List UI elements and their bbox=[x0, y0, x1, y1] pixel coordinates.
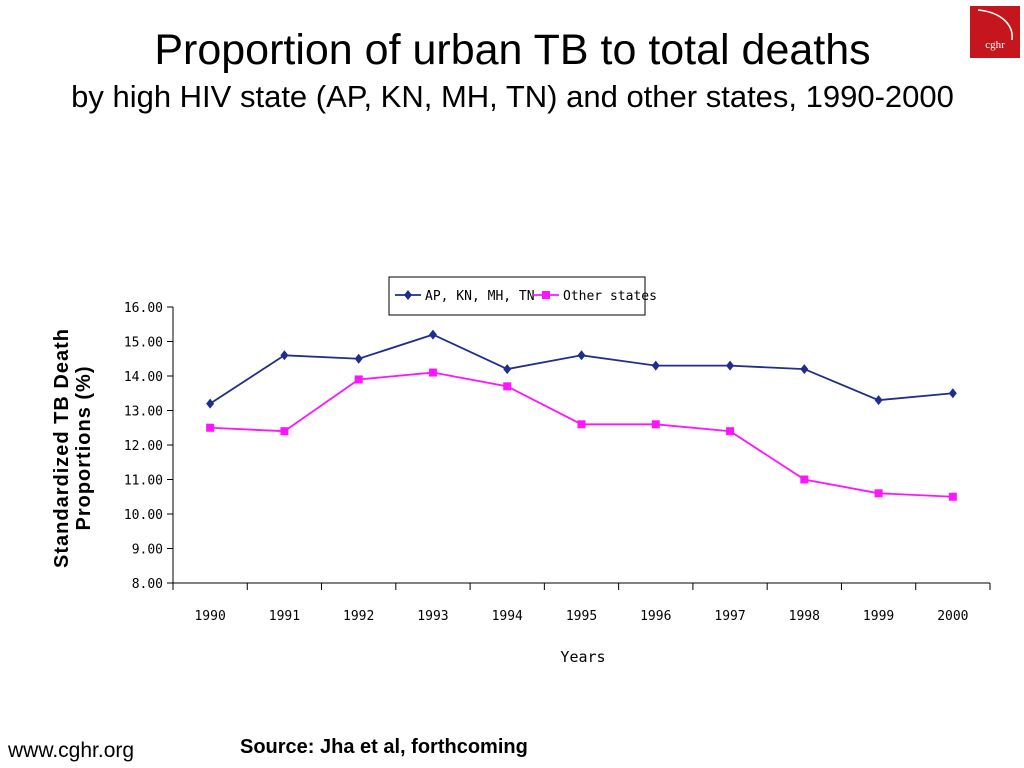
legend-label-2: Other states bbox=[563, 289, 657, 304]
y-tick-label: 9.00 bbox=[132, 543, 163, 558]
y-tick-label: 10.00 bbox=[124, 508, 163, 523]
y-tick-label: 14.00 bbox=[124, 370, 163, 385]
series1-point bbox=[651, 360, 660, 371]
legend-marker-1 bbox=[404, 290, 412, 300]
series1-point bbox=[354, 353, 363, 364]
y-axis-label-line1: Standardized TB Death bbox=[51, 328, 73, 568]
y-tick-label: 11.00 bbox=[124, 474, 163, 489]
series1-point bbox=[800, 364, 809, 375]
cghr-logo: cghr bbox=[970, 6, 1020, 58]
series2-point bbox=[280, 427, 289, 436]
series2-point bbox=[503, 382, 512, 391]
chart-axes: 16.00 15.00 14.00 13.00 12.00 11.00 10.00 9.00 8… bbox=[124, 301, 991, 624]
y-axis-label-group: Standardized TB Death Proportions (%) bbox=[51, 328, 95, 568]
x-tick-label: 1990 bbox=[194, 609, 225, 624]
logo-swoosh bbox=[977, 9, 1013, 41]
y-tick-label: 12.00 bbox=[124, 439, 163, 454]
footer-source: Source: Jha et al, forthcoming bbox=[240, 736, 528, 758]
x-tick-label: 1993 bbox=[417, 609, 448, 624]
x-tick-label: 1996 bbox=[640, 609, 671, 624]
x-tick-label: 1995 bbox=[566, 609, 597, 624]
x-tick-label: 1999 bbox=[863, 609, 894, 624]
y-tick-label: 13.00 bbox=[124, 405, 163, 420]
legend-marker-2 bbox=[542, 291, 550, 299]
series1-point bbox=[280, 350, 289, 361]
series2-point bbox=[874, 489, 883, 498]
series1-point bbox=[874, 395, 883, 406]
x-tick-label: 1992 bbox=[343, 609, 374, 624]
series2-point bbox=[354, 375, 363, 384]
series2-point bbox=[800, 475, 809, 484]
series1-point bbox=[948, 388, 957, 399]
series1-point bbox=[726, 360, 735, 371]
footer-url[interactable]: www.cghr.org bbox=[8, 739, 135, 762]
logo-text: cghr bbox=[985, 39, 1005, 51]
series2-point bbox=[206, 423, 215, 432]
series2-point bbox=[428, 368, 437, 377]
y-tick-label: 8.00 bbox=[132, 577, 163, 592]
chart-series bbox=[206, 329, 957, 501]
x-tick-label: 1994 bbox=[492, 609, 523, 624]
x-tick-label: 1997 bbox=[714, 609, 745, 624]
chart-legend: AP, KN, MH, TN Other states bbox=[388, 276, 657, 316]
x-axis-label: Years bbox=[560, 648, 605, 666]
legend-label-1: AP, KN, MH, TN bbox=[425, 289, 535, 304]
series2-point bbox=[948, 492, 957, 501]
x-tick-label: 1991 bbox=[269, 609, 300, 624]
series1-point bbox=[206, 398, 215, 409]
y-tick-label: 16.00 bbox=[124, 301, 163, 316]
series1-point bbox=[428, 329, 437, 340]
page-subtitle: by high HIV state (AP, KN, MH, TN) and o… bbox=[71, 79, 954, 114]
series2-point bbox=[577, 420, 586, 429]
legend-box bbox=[388, 276, 646, 316]
series1-point bbox=[577, 350, 586, 361]
x-tick-label: 2000 bbox=[937, 609, 968, 624]
y-tick-label: 15.00 bbox=[124, 336, 163, 351]
y-axis-label-line2: Proportions (%) bbox=[73, 366, 95, 531]
page-title: Proportion of urban TB to total deaths bbox=[154, 26, 871, 74]
series2-point bbox=[726, 427, 735, 436]
series-line-2 bbox=[210, 371, 953, 498]
x-tick-label: 1998 bbox=[789, 609, 820, 624]
series2-point bbox=[651, 420, 660, 429]
title-block: Proportion of urban TB to total deaths b… bbox=[60, 24, 965, 116]
series1-point bbox=[503, 364, 512, 375]
series-line-1 bbox=[209, 333, 953, 405]
